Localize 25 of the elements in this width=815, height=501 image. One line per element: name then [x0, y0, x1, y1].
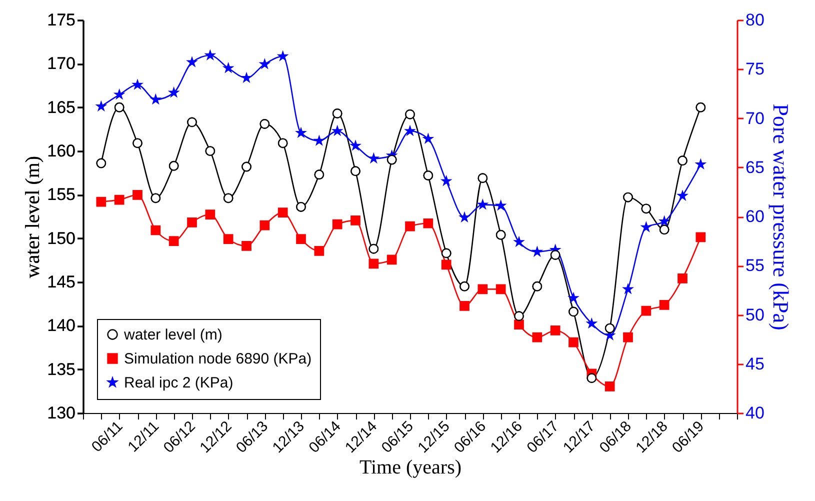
y-tick-label: 160 [47, 142, 76, 160]
y-tick-label: 150 [47, 228, 76, 248]
legend-label: Real ipc 2 (KPa) [124, 374, 234, 392]
y-tick-label: 135 [47, 360, 76, 379]
y2-tick-label: 75 [746, 60, 764, 79]
y-tick-label: 130 [47, 404, 76, 422]
y-tick-label: 145 [47, 272, 76, 292]
x-axis-title: Time (years) [359, 456, 462, 479]
y-axis-title: water level (m) [22, 156, 44, 278]
y2-tick-label: 50 [746, 305, 764, 324]
y2-tick-label: 55 [746, 256, 764, 276]
legend-label: Simulation node 6890 (KPa) [124, 350, 312, 368]
y2-tick-label: 45 [746, 354, 764, 374]
y-tick-label: 140 [47, 316, 76, 336]
legend-label: water level (m) [123, 326, 222, 344]
y-tick-label: 170 [47, 54, 76, 74]
y-tick-label: 165 [47, 98, 76, 117]
y2-tick-label: 80 [746, 10, 764, 30]
y2-axis-title: Pore water pressure (kPa) [768, 104, 794, 330]
y2-tick-label: 40 [746, 404, 764, 422]
y-tick-label: 155 [47, 185, 76, 204]
y2-tick-label: 65 [746, 158, 764, 177]
y2-tick-label: 70 [746, 108, 764, 128]
y2-tick-label: 60 [746, 207, 764, 226]
y-tick-label: 175 [47, 10, 76, 30]
